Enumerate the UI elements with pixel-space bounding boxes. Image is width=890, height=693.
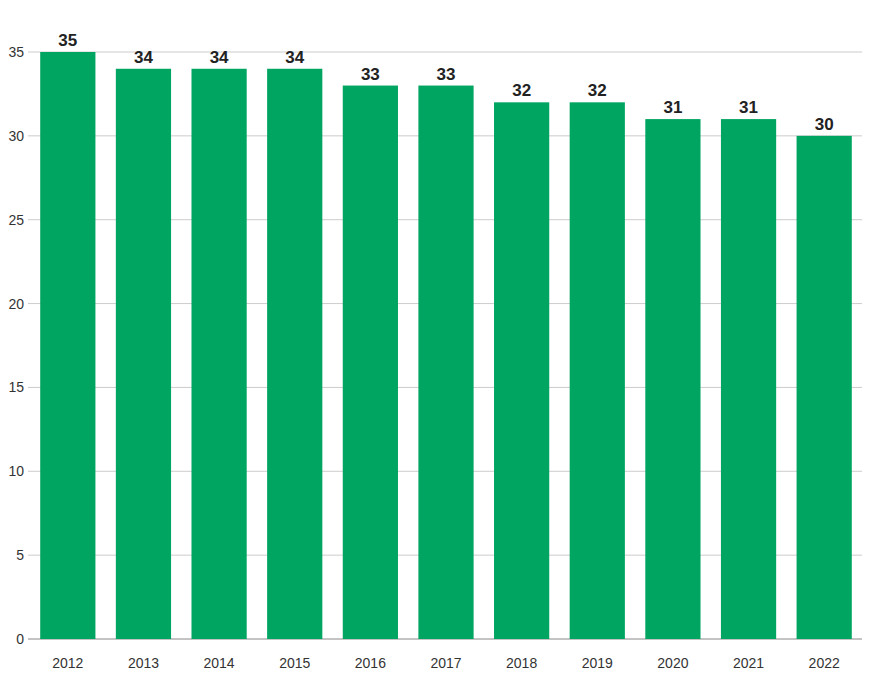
data-label: 31	[739, 98, 758, 117]
data-label: 33	[361, 65, 380, 84]
data-label: 31	[663, 98, 682, 117]
y-tick-label: 5	[16, 547, 24, 563]
bars	[40, 52, 852, 639]
chart-container: 0 5 10 15 20 25 30 35 35 34 34 34 33 33 32 32 31 31 30 2012…	[0, 0, 890, 693]
bar	[343, 86, 398, 639]
bar	[797, 136, 852, 639]
data-label: 32	[588, 81, 607, 100]
y-tick-label: 35	[8, 44, 24, 60]
x-tick-label: 2019	[582, 655, 613, 671]
bar	[267, 69, 322, 639]
data-label: 34	[134, 48, 153, 67]
x-tick-label: 2016	[355, 655, 386, 671]
x-tick-label: 2022	[809, 655, 840, 671]
bar	[418, 86, 473, 639]
x-tick-label: 2012	[52, 655, 83, 671]
data-label: 35	[58, 31, 77, 50]
data-label: 30	[815, 115, 834, 134]
data-label: 33	[437, 65, 456, 84]
grid-line	[28, 52, 862, 53]
data-label: 34	[285, 48, 304, 67]
bar	[494, 102, 549, 639]
x-tick-label: 2018	[506, 655, 537, 671]
bar	[645, 119, 700, 639]
y-tick-label: 30	[8, 128, 24, 144]
bar	[40, 52, 95, 639]
y-tick-label: 0	[16, 631, 24, 647]
y-tick-label: 15	[8, 379, 24, 395]
data-label: 34	[210, 48, 229, 67]
data-label: 32	[512, 81, 531, 100]
x-tick-label: 2017	[430, 655, 461, 671]
x-tick-label: 2020	[657, 655, 688, 671]
x-tick-label: 2013	[128, 655, 159, 671]
bar	[721, 119, 776, 639]
y-tick-label: 25	[8, 212, 24, 228]
x-tick-label: 2021	[733, 655, 764, 671]
x-tick-label: 2015	[279, 655, 310, 671]
bar	[570, 102, 625, 639]
bar	[191, 69, 246, 639]
y-tick-label: 20	[8, 296, 24, 312]
grid	[28, 52, 862, 639]
y-tick-label: 10	[8, 463, 24, 479]
chart-svg: 0 5 10 15 20 25 30 35 35 34 34 34 33 33 32 32 31 31 30 2012…	[0, 0, 890, 693]
x-tick-label: 2014	[204, 655, 235, 671]
bar	[116, 69, 171, 639]
